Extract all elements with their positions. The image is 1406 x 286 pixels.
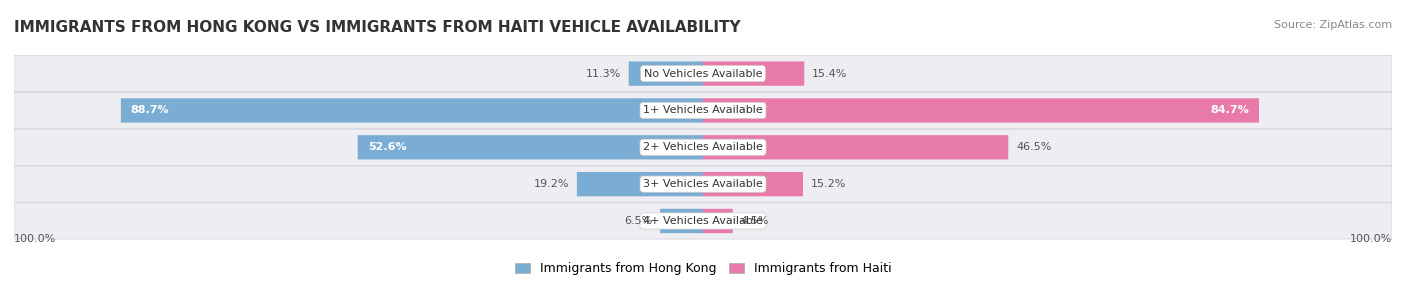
Text: Source: ZipAtlas.com: Source: ZipAtlas.com [1274,20,1392,30]
Text: 4+ Vehicles Available: 4+ Vehicles Available [643,216,763,226]
Text: IMMIGRANTS FROM HONG KONG VS IMMIGRANTS FROM HAITI VEHICLE AVAILABILITY: IMMIGRANTS FROM HONG KONG VS IMMIGRANTS … [14,20,741,35]
Text: 100.0%: 100.0% [14,234,56,244]
Text: 15.2%: 15.2% [811,179,846,189]
FancyBboxPatch shape [661,209,703,233]
Text: 4.5%: 4.5% [741,216,769,226]
Text: 100.0%: 100.0% [1350,234,1392,244]
Text: 46.5%: 46.5% [1017,142,1052,152]
Text: 88.7%: 88.7% [131,106,170,116]
FancyBboxPatch shape [703,172,803,196]
Text: 1+ Vehicles Available: 1+ Vehicles Available [643,106,763,116]
FancyBboxPatch shape [703,135,1008,160]
Text: 19.2%: 19.2% [534,179,569,189]
Text: 6.5%: 6.5% [624,216,652,226]
Text: 15.4%: 15.4% [811,69,848,79]
Text: 11.3%: 11.3% [586,69,621,79]
Text: 84.7%: 84.7% [1211,106,1249,116]
FancyBboxPatch shape [14,92,1392,128]
Text: 52.6%: 52.6% [368,142,406,152]
Text: No Vehicles Available: No Vehicles Available [644,69,762,79]
FancyBboxPatch shape [357,135,703,160]
FancyBboxPatch shape [703,209,733,233]
Legend: Immigrants from Hong Kong, Immigrants from Haiti: Immigrants from Hong Kong, Immigrants fr… [510,259,896,279]
FancyBboxPatch shape [14,166,1392,202]
FancyBboxPatch shape [703,61,804,86]
FancyBboxPatch shape [14,55,1392,92]
FancyBboxPatch shape [14,129,1392,165]
Text: 2+ Vehicles Available: 2+ Vehicles Available [643,142,763,152]
FancyBboxPatch shape [121,98,703,123]
FancyBboxPatch shape [14,203,1392,239]
FancyBboxPatch shape [576,172,703,196]
FancyBboxPatch shape [628,61,703,86]
Text: 3+ Vehicles Available: 3+ Vehicles Available [643,179,763,189]
FancyBboxPatch shape [703,98,1258,123]
